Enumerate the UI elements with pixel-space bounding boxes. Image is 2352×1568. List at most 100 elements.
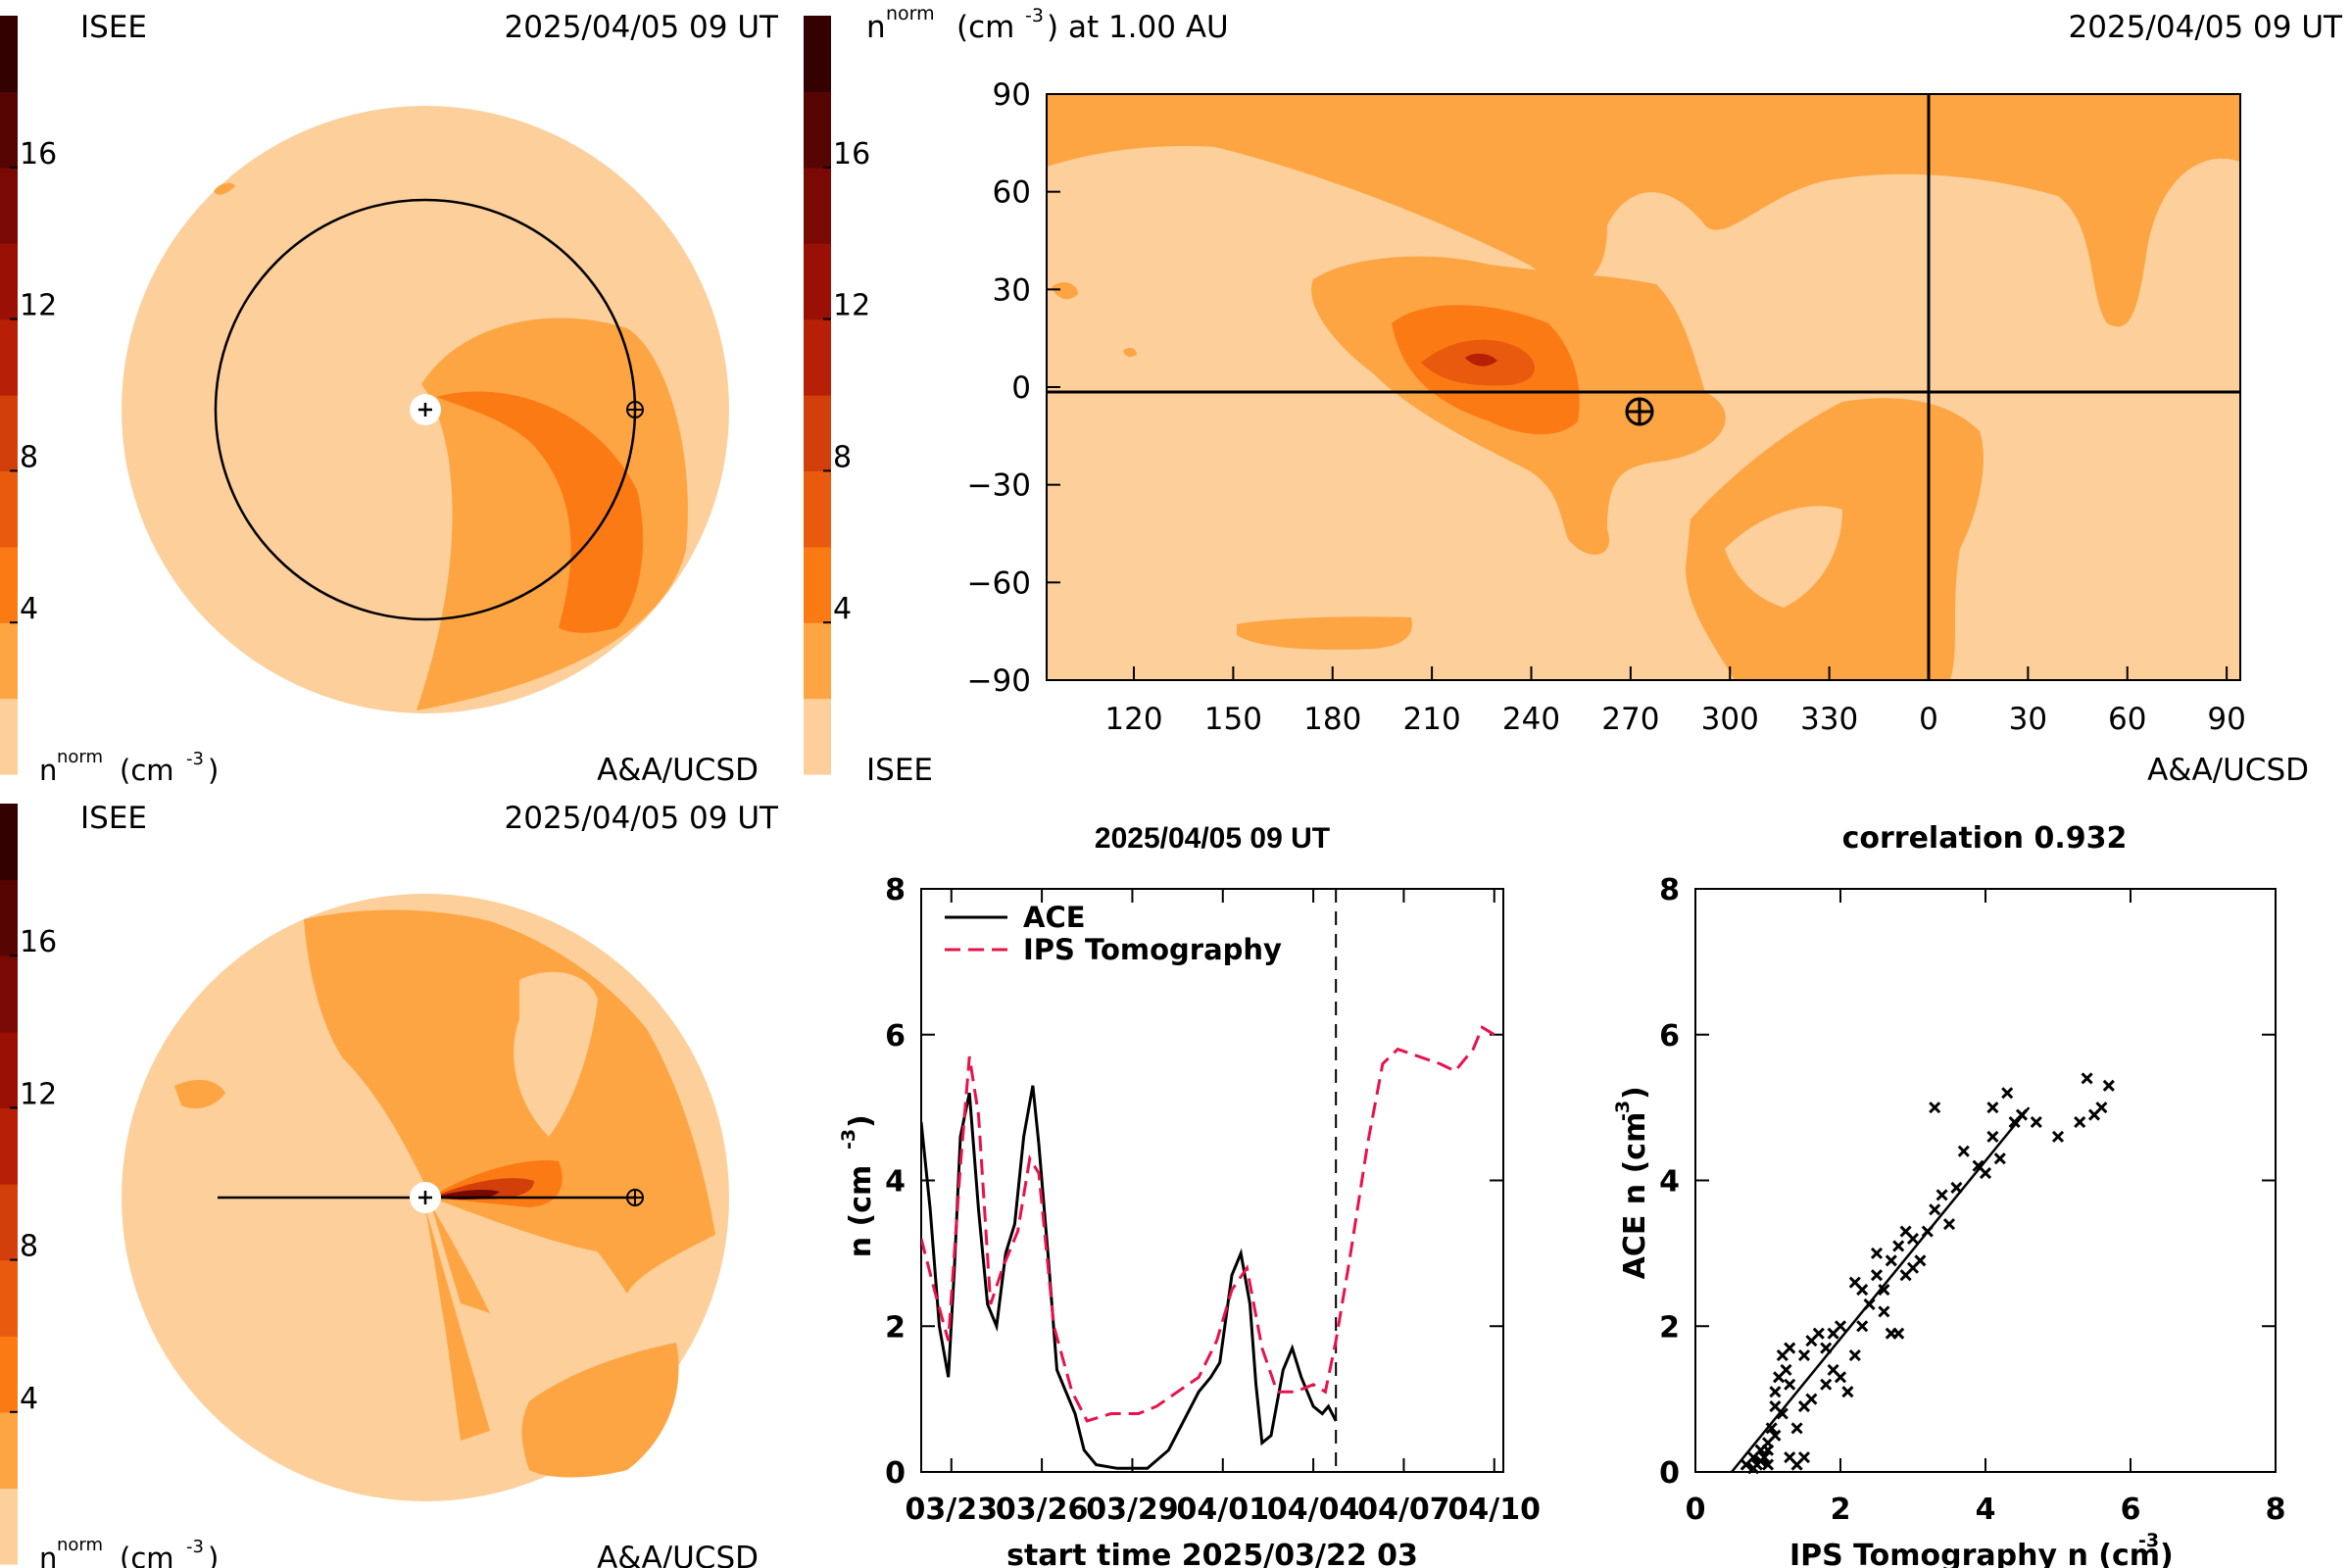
equatorial-view-credit: A&A/UCSD bbox=[597, 753, 759, 788]
y-tick-label: 6 bbox=[885, 1019, 906, 1054]
x-tick-label: 03/23 bbox=[906, 1493, 998, 1527]
synoptic-title-symbol: n bbox=[866, 10, 886, 45]
colorbar-swatch bbox=[0, 1184, 18, 1261]
colorbar-swatch bbox=[804, 318, 831, 396]
synoptic-timestamp: 2025/04/05 09 UT bbox=[2069, 10, 2344, 45]
scatter-point bbox=[2102, 1079, 2115, 1092]
y-tick-label: 2 bbox=[1659, 1310, 1680, 1345]
scatter-point bbox=[1892, 1240, 1905, 1252]
scatter-point bbox=[1870, 1247, 1884, 1259]
synoptic-map-panel: 16 12 8 4 n norm (cm -3 ) at 1.00 AU 2025/0… bbox=[804, 3, 2343, 788]
latitude-tick-label: −30 bbox=[967, 468, 1031, 504]
colorbar-title-units: (cm bbox=[120, 1542, 174, 1568]
ylabel-close: ) bbox=[1618, 1086, 1652, 1100]
longitude-tick-label: 60 bbox=[2108, 702, 2146, 737]
regression-line bbox=[1731, 1106, 2031, 1473]
synoptic-credit: A&A/UCSD bbox=[2147, 753, 2309, 788]
scatter-point bbox=[1765, 1422, 1778, 1435]
ylabel-exponent: -3 bbox=[838, 1129, 859, 1150]
density-contour-level-2 bbox=[416, 318, 688, 710]
colorbar-tick-label: 12 bbox=[20, 289, 57, 323]
xlabel-main: IPS Tomography n (cm bbox=[1789, 1539, 2160, 1568]
y-tick-label: 0 bbox=[1659, 1456, 1680, 1491]
meridional-colorbar-ticks: 16 12 8 4 bbox=[10, 925, 57, 1416]
timeseries-frame bbox=[920, 888, 1504, 1473]
meridional-density-map bbox=[122, 894, 729, 1501]
x-tick-label: 04/10 bbox=[1448, 1493, 1541, 1527]
colorbar-swatch bbox=[0, 318, 18, 396]
x-tick-label: 8 bbox=[2266, 1493, 2286, 1527]
colorbar-swatch bbox=[0, 546, 18, 623]
scatter-point bbox=[1820, 1342, 1833, 1354]
density-contour-hole bbox=[514, 971, 598, 1137]
synoptic-title-unit-exponent: -3 bbox=[1025, 5, 1044, 26]
scatter-point bbox=[1929, 1102, 1941, 1114]
colorbar-swatch bbox=[0, 1259, 18, 1337]
ace-series-line bbox=[921, 1085, 1338, 1470]
synoptic-title-units: (cm bbox=[956, 10, 1014, 45]
ylabel-close: ) bbox=[844, 1114, 878, 1128]
synoptic-title-superscript: norm bbox=[886, 3, 935, 24]
scatter-point bbox=[1863, 1298, 1876, 1311]
scatter-point bbox=[2074, 1115, 2086, 1129]
colorbar-swatch bbox=[0, 622, 18, 700]
colorbar-swatch bbox=[0, 1488, 18, 1565]
colorbar-swatch bbox=[804, 167, 831, 244]
density-contour-level-3 bbox=[436, 391, 644, 633]
scatter-point bbox=[1784, 1378, 1796, 1391]
colorbar-title-superscript: norm bbox=[57, 1535, 103, 1555]
legend-ips-label: IPS Tomography bbox=[1023, 933, 1282, 966]
colorbar-swatch bbox=[0, 470, 18, 548]
y-tick-label: 8 bbox=[885, 873, 906, 907]
longitude-tick-label: 210 bbox=[1403, 702, 1461, 737]
equatorial-view-panel: ISEE 2025/04/05 09 UT 16 12 8 4 n norm (cm … bbox=[0, 10, 779, 788]
density-contour-lower-ray bbox=[425, 1207, 490, 1441]
map-edge-patch bbox=[1052, 282, 1078, 300]
colorbar-title-unit-exponent: -3 bbox=[186, 749, 204, 769]
colorbar-tick-label: 12 bbox=[833, 289, 870, 323]
x-tick-label: 0 bbox=[1686, 1493, 1706, 1527]
scatter-point bbox=[1870, 1269, 1884, 1282]
colorbar-tick-label: 16 bbox=[833, 137, 870, 172]
scatter-title: correlation 0.932 bbox=[1842, 821, 2128, 856]
scatter-point bbox=[1790, 1422, 1803, 1435]
scatter-point bbox=[1761, 1458, 1775, 1471]
map-enhancement-peak bbox=[1465, 353, 1497, 367]
meridional-view-panel: ISEE 2025/04/05 09 UT 16 12 8 4 n norm (cm … bbox=[0, 801, 779, 1568]
colorbar-swatch bbox=[0, 1031, 18, 1108]
scatter-plot-area: 0 2 4 6 8 0 2 4 6 8 bbox=[1659, 873, 2285, 1527]
ylabel-exponent: -3 bbox=[1612, 1101, 1634, 1121]
scatter-point bbox=[1914, 1254, 1927, 1267]
colorbar-title-close: ) bbox=[208, 1542, 219, 1568]
longitude-tick-label: 180 bbox=[1303, 702, 1361, 737]
scatter-point bbox=[1957, 1145, 1970, 1157]
scatter-point bbox=[1899, 1225, 1912, 1238]
ylabel-main: ACE n (cm bbox=[1618, 1112, 1652, 1280]
colorbar-swatch bbox=[804, 622, 831, 700]
scatter-point bbox=[1892, 1327, 1905, 1340]
scatter-point bbox=[2001, 1087, 2014, 1100]
scatter-point bbox=[1797, 1348, 1811, 1362]
latitude-tick-label: 0 bbox=[1011, 370, 1031, 406]
latitude-tick-label: 90 bbox=[993, 77, 1031, 113]
colorbar-swatch bbox=[0, 1107, 18, 1185]
longitude-tick-label: 150 bbox=[1204, 702, 1262, 737]
scatter-point bbox=[1979, 1166, 1992, 1180]
latitude-tick-label: 30 bbox=[993, 272, 1031, 308]
colorbar-tick-label: 4 bbox=[20, 592, 38, 626]
scatter-point bbox=[1780, 1363, 1792, 1376]
scatter-point bbox=[2095, 1102, 2108, 1114]
scatter-point bbox=[1820, 1378, 1833, 1391]
colorbar-tick-label: 4 bbox=[20, 1382, 38, 1416]
y-tick-label: 4 bbox=[1659, 1165, 1680, 1200]
equatorial-density-map bbox=[122, 106, 729, 713]
timeseries-title: 2025/04/05 09 UT bbox=[1095, 822, 1330, 855]
scatter-point bbox=[1993, 1152, 2006, 1165]
y-tick-label: 2 bbox=[885, 1310, 906, 1345]
scatter-point bbox=[1747, 1462, 1760, 1475]
scatter-point bbox=[1805, 1393, 1818, 1405]
sun-plus-icon bbox=[418, 1191, 432, 1204]
synoptic-colorbar bbox=[804, 16, 831, 775]
